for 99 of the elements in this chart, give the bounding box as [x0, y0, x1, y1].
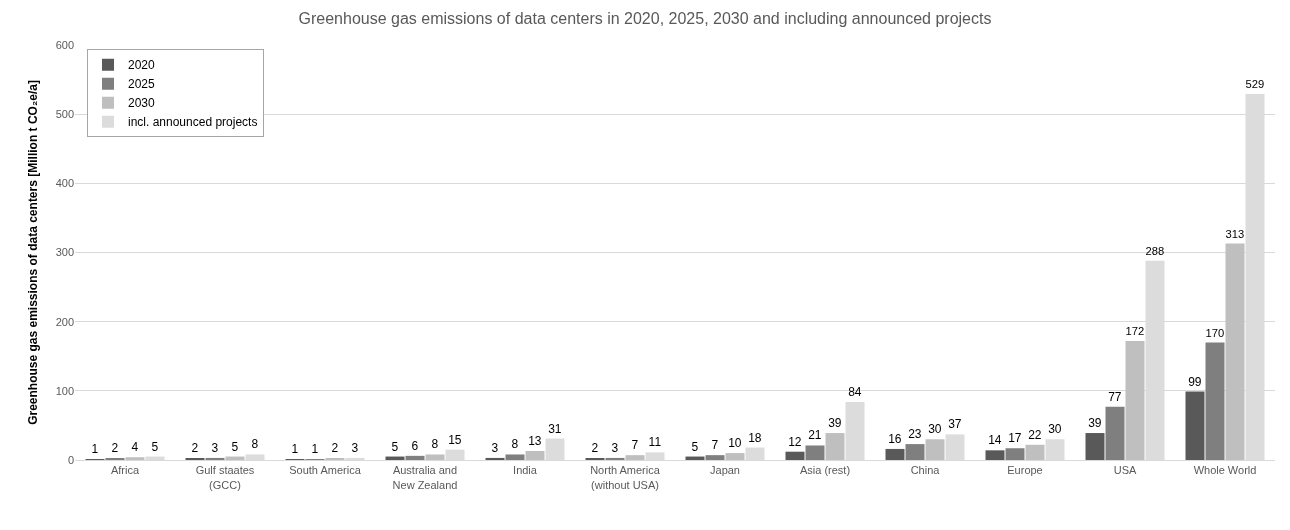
data-label: 2 — [191, 441, 199, 455]
legend-label: 2020 — [128, 58, 156, 73]
data-label: 18 — [748, 430, 762, 445]
bar — [125, 457, 145, 460]
bar — [1205, 342, 1225, 460]
bar — [725, 453, 745, 460]
x-tick-label: Australia and New Zealand — [392, 464, 458, 491]
bar — [1105, 406, 1125, 460]
data-label: 12 — [788, 434, 802, 449]
data-label: 5 — [391, 439, 399, 454]
x-tick-label: Asia (rest) — [799, 464, 851, 477]
data-label: 31 — [548, 421, 562, 436]
x-tick-label: Whole World — [1193, 464, 1257, 477]
data-label: 8 — [511, 437, 519, 452]
bar — [1125, 341, 1145, 460]
data-label: 10 — [728, 436, 742, 451]
bar — [785, 451, 805, 460]
data-label: 21 — [808, 428, 822, 443]
data-label: 1 — [291, 442, 299, 456]
x-tick-label: China — [910, 464, 941, 477]
y-tick-label: 300 — [55, 246, 74, 259]
x-tick-label: Gulf staates (GCC) — [195, 464, 255, 491]
data-label: 37 — [948, 417, 962, 432]
x-tick-label: Japan — [710, 464, 740, 477]
data-label: 288 — [1145, 245, 1165, 257]
bar — [825, 433, 845, 460]
bar — [205, 457, 225, 460]
x-tick-label: Europe — [1007, 464, 1043, 477]
data-label: 2 — [111, 441, 119, 455]
data-label: 39 — [1088, 416, 1102, 431]
data-label: 30 — [1048, 422, 1062, 437]
y-axis-title: Greenhouse gas emissions of data centers [Million t CO₂e/a] — [25, 80, 40, 425]
y-tick-label: 400 — [55, 177, 74, 190]
data-label: 13 — [528, 434, 542, 449]
data-label: 529 — [1245, 78, 1265, 91]
data-label: 15 — [448, 432, 462, 447]
data-label: 5 — [231, 439, 239, 454]
y-tick-label: 100 — [55, 384, 74, 397]
bar — [505, 454, 525, 460]
bar — [905, 444, 925, 460]
data-label: 11 — [648, 435, 662, 450]
bar — [625, 455, 645, 460]
bar — [525, 451, 545, 460]
data-label: 3 — [211, 440, 219, 455]
data-label: 3 — [351, 440, 359, 455]
x-tick-label: USA — [1113, 464, 1137, 477]
data-label: 17 — [1008, 431, 1022, 446]
y-tick-label: 600 — [55, 38, 74, 51]
bar — [1005, 448, 1025, 460]
data-label: 99 — [1188, 374, 1202, 389]
bar — [605, 457, 625, 460]
data-label: 22 — [1028, 427, 1042, 442]
bar — [1085, 433, 1105, 460]
y-tick-label: 0 — [67, 453, 74, 466]
data-label: 6 — [411, 438, 419, 453]
data-label: 170 — [1205, 326, 1225, 339]
data-label: 8 — [431, 437, 439, 452]
bar — [805, 445, 825, 460]
data-label: 4 — [131, 440, 139, 455]
chart-title: Greenhouse gas emissions of data centers in 2020, 2025, 2030 and including announced projects — [298, 10, 992, 28]
data-label: 39 — [828, 416, 842, 431]
bar — [1185, 391, 1205, 460]
data-label: 2 — [591, 441, 599, 455]
x-tick-label: Africa — [110, 464, 140, 477]
legend-label: 2025 — [128, 77, 156, 92]
bar — [405, 455, 425, 460]
data-label: 30 — [928, 422, 942, 437]
x-tick-label: South America — [289, 464, 362, 477]
legend-label: 2030 — [128, 96, 156, 111]
data-label: 3 — [611, 440, 619, 455]
bar — [1225, 243, 1245, 460]
data-label: 14 — [988, 433, 1002, 448]
data-label: 3 — [491, 440, 499, 455]
bar — [705, 455, 725, 460]
data-label: 7 — [711, 438, 719, 453]
data-label: 23 — [908, 427, 922, 442]
data-label: 16 — [888, 431, 902, 446]
bar — [485, 457, 505, 460]
legend-label: incl. announced projects — [128, 115, 258, 130]
data-label: 5 — [151, 439, 159, 454]
data-label: 313 — [1225, 227, 1245, 240]
data-label: 172 — [1125, 325, 1145, 338]
bar — [925, 439, 945, 460]
data-label: 77 — [1108, 389, 1122, 404]
x-tick-label: India — [513, 464, 538, 477]
bar — [985, 450, 1005, 460]
data-label: 7 — [631, 438, 639, 453]
y-tick-label: 500 — [55, 108, 74, 121]
y-tick-label: 200 — [55, 315, 74, 328]
data-label: 1 — [91, 442, 99, 456]
data-label: 2 — [331, 441, 339, 455]
x-tick-label: North America (without USA) — [590, 464, 661, 491]
data-label: 8 — [251, 437, 259, 452]
data-label: 1 — [311, 442, 319, 456]
data-label: 84 — [848, 384, 862, 399]
data-label: 5 — [691, 439, 699, 454]
bar — [885, 448, 905, 460]
bar — [425, 454, 445, 460]
bar — [1025, 444, 1045, 460]
